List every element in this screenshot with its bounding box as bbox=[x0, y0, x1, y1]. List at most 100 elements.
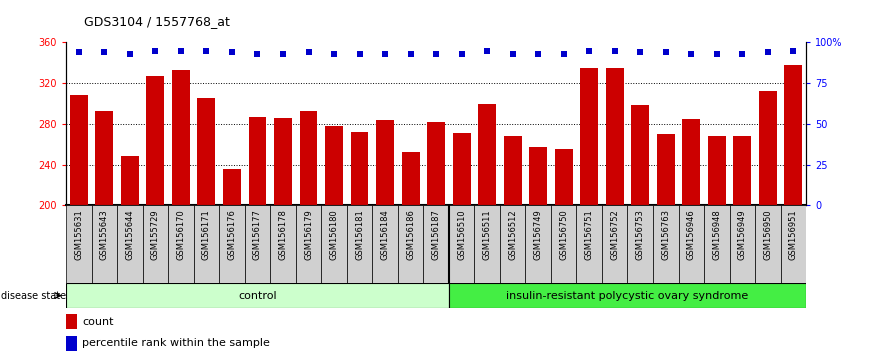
Text: GSM156950: GSM156950 bbox=[763, 209, 773, 260]
Bar bbox=[759, 91, 777, 205]
Text: disease state: disease state bbox=[1, 291, 66, 301]
Point bbox=[506, 51, 520, 57]
Bar bbox=[602, 205, 627, 283]
Point bbox=[557, 51, 571, 57]
Point bbox=[148, 48, 162, 53]
Bar bbox=[92, 205, 117, 283]
Bar bbox=[325, 126, 343, 205]
Bar bbox=[398, 205, 424, 283]
Text: GSM156751: GSM156751 bbox=[585, 209, 594, 260]
Bar bbox=[733, 136, 751, 205]
Bar bbox=[504, 136, 522, 205]
Point bbox=[633, 50, 648, 55]
Point bbox=[199, 48, 213, 53]
Bar bbox=[347, 205, 373, 283]
Bar bbox=[351, 132, 368, 205]
Point bbox=[174, 48, 188, 53]
Text: GSM156186: GSM156186 bbox=[406, 209, 415, 260]
Bar bbox=[781, 205, 806, 283]
Bar bbox=[274, 118, 292, 205]
Text: percentile rank within the sample: percentile rank within the sample bbox=[82, 338, 270, 348]
Bar bbox=[95, 111, 114, 205]
Bar bbox=[245, 205, 270, 283]
Point bbox=[352, 51, 366, 57]
Bar bbox=[448, 283, 806, 308]
Bar bbox=[500, 205, 525, 283]
Bar bbox=[525, 205, 551, 283]
Bar bbox=[707, 136, 726, 205]
Bar bbox=[632, 104, 649, 205]
Bar bbox=[606, 68, 624, 205]
Bar bbox=[627, 205, 653, 283]
Text: GSM156512: GSM156512 bbox=[508, 209, 517, 260]
Point bbox=[403, 51, 418, 57]
Point bbox=[97, 50, 111, 55]
Bar bbox=[143, 205, 168, 283]
Bar bbox=[424, 205, 448, 283]
Point bbox=[480, 48, 494, 53]
Text: GSM156750: GSM156750 bbox=[559, 209, 568, 260]
Point bbox=[659, 50, 673, 55]
Point bbox=[685, 51, 699, 57]
Point bbox=[301, 50, 315, 55]
Bar bbox=[653, 205, 678, 283]
Bar bbox=[448, 205, 474, 283]
Bar bbox=[270, 205, 296, 283]
Bar bbox=[66, 283, 448, 308]
Text: GSM156176: GSM156176 bbox=[227, 209, 236, 260]
Point bbox=[71, 50, 85, 55]
Point bbox=[429, 51, 443, 57]
Bar bbox=[373, 205, 398, 283]
Text: GSM156752: GSM156752 bbox=[611, 209, 619, 260]
Text: GSM156180: GSM156180 bbox=[329, 209, 338, 260]
Point bbox=[327, 51, 341, 57]
Bar bbox=[453, 133, 470, 205]
Point bbox=[710, 51, 724, 57]
Bar bbox=[66, 314, 77, 329]
Point bbox=[276, 51, 290, 57]
Bar bbox=[576, 205, 602, 283]
Bar bbox=[755, 205, 781, 283]
Text: GSM156170: GSM156170 bbox=[176, 209, 185, 260]
Text: GSM156171: GSM156171 bbox=[202, 209, 211, 260]
Point bbox=[225, 50, 239, 55]
Bar bbox=[66, 205, 92, 283]
Bar bbox=[478, 103, 496, 205]
Text: GSM156181: GSM156181 bbox=[355, 209, 364, 260]
Bar bbox=[678, 205, 704, 283]
Text: GSM156951: GSM156951 bbox=[788, 209, 798, 260]
Text: GSM156948: GSM156948 bbox=[713, 209, 722, 260]
Bar bbox=[70, 95, 88, 205]
Bar bbox=[296, 205, 322, 283]
Text: GSM155643: GSM155643 bbox=[100, 209, 109, 260]
Bar bbox=[683, 119, 700, 205]
Text: GSM155729: GSM155729 bbox=[151, 209, 159, 260]
Text: insulin-resistant polycystic ovary syndrome: insulin-resistant polycystic ovary syndr… bbox=[507, 291, 749, 301]
Bar bbox=[581, 68, 598, 205]
Point bbox=[455, 51, 469, 57]
Text: GSM156949: GSM156949 bbox=[737, 209, 747, 260]
Point bbox=[761, 50, 775, 55]
Bar bbox=[657, 134, 675, 205]
Text: GSM156179: GSM156179 bbox=[304, 209, 313, 260]
Bar bbox=[784, 65, 803, 205]
Bar bbox=[223, 169, 241, 205]
Text: GSM156510: GSM156510 bbox=[457, 209, 466, 260]
Bar bbox=[168, 205, 194, 283]
Bar bbox=[300, 111, 317, 205]
Bar bbox=[704, 205, 729, 283]
Bar bbox=[146, 76, 165, 205]
Bar bbox=[197, 98, 215, 205]
Text: GSM155631: GSM155631 bbox=[74, 209, 84, 260]
Bar bbox=[376, 120, 394, 205]
Bar bbox=[219, 205, 245, 283]
Text: GSM156184: GSM156184 bbox=[381, 209, 389, 260]
Text: GSM156511: GSM156511 bbox=[483, 209, 492, 260]
Bar bbox=[248, 117, 266, 205]
Bar bbox=[402, 152, 419, 205]
Bar bbox=[117, 205, 143, 283]
Text: control: control bbox=[238, 291, 277, 301]
Bar bbox=[194, 205, 219, 283]
Text: GSM156946: GSM156946 bbox=[687, 209, 696, 260]
Point bbox=[378, 51, 392, 57]
